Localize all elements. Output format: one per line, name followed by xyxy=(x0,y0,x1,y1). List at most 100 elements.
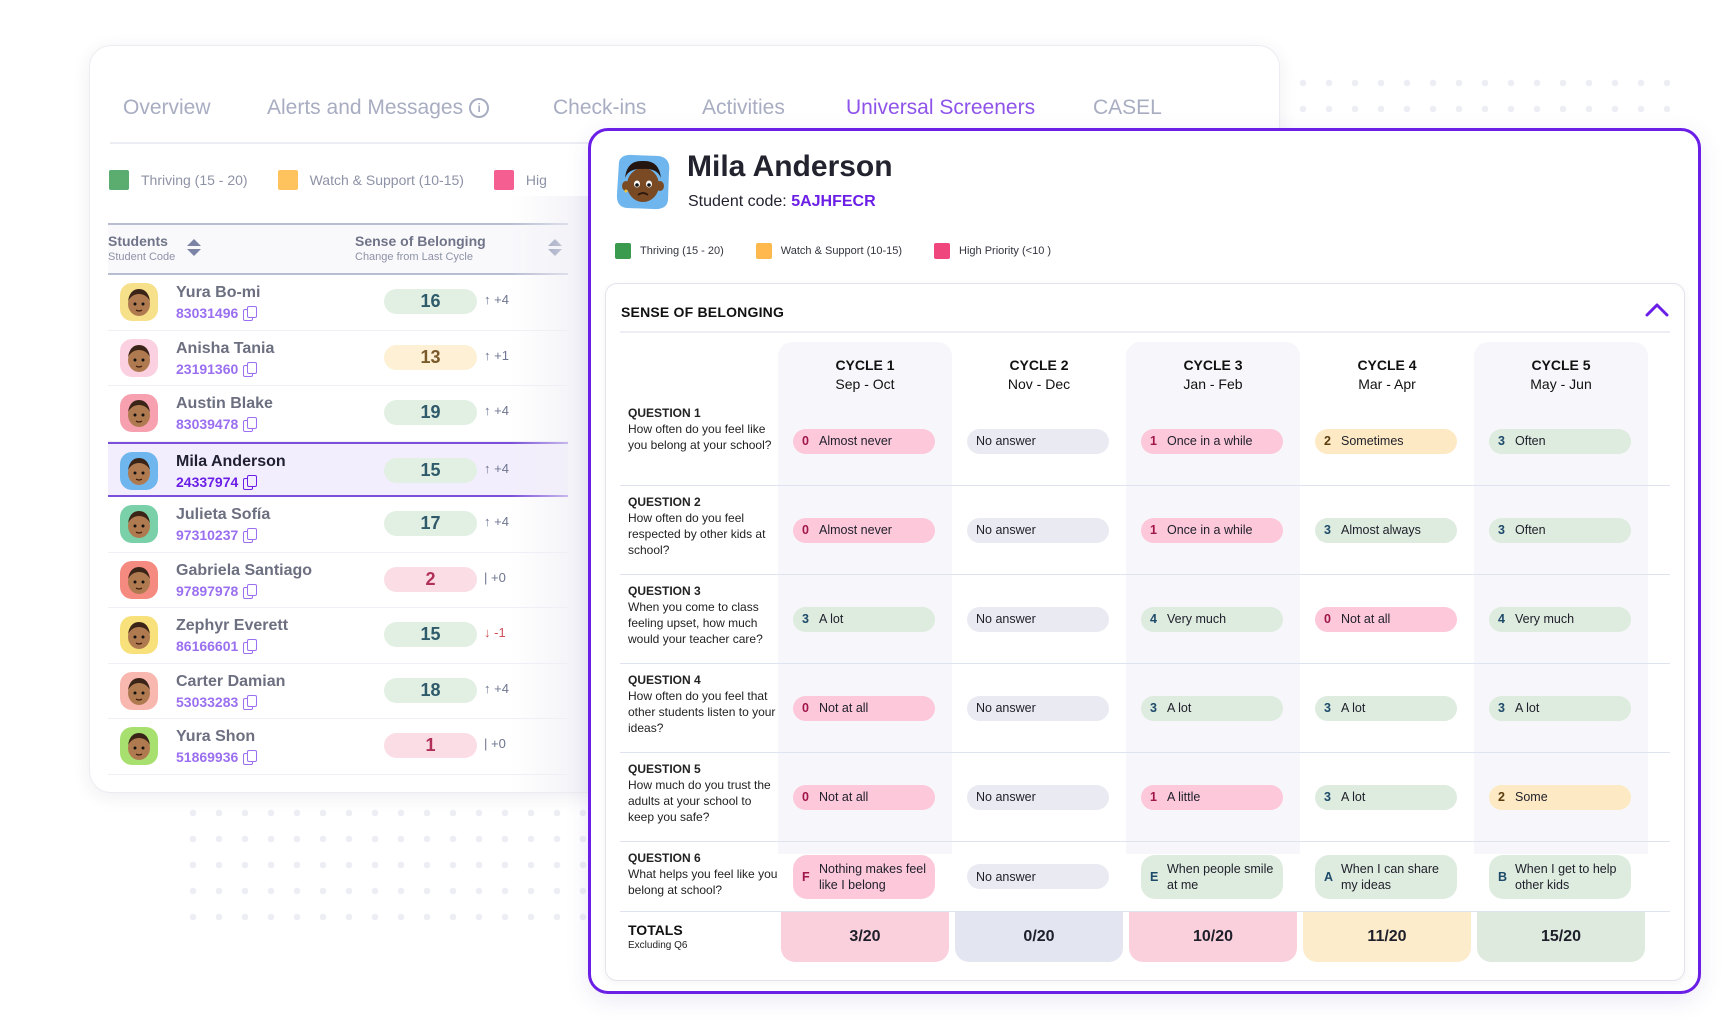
copy-icon[interactable] xyxy=(243,417,258,432)
score-change: ↑ +4 xyxy=(484,514,509,529)
tab-alerts-and-messages[interactable]: Alerts and Messages i xyxy=(267,96,490,120)
cycle-total: 0/20 xyxy=(955,912,1123,962)
cycle-total: 11/20 xyxy=(1303,912,1471,962)
student-name: Zephyr Everett xyxy=(176,617,289,634)
question-number: QUESTION 2 xyxy=(628,495,701,509)
list-header: Students Student Code Sense of Belonging… xyxy=(108,223,568,275)
answer-score: 3 xyxy=(1498,434,1505,448)
question-label: QUESTION 3 When you come to class feeling… xyxy=(628,583,778,647)
decorative-dots xyxy=(1290,70,1670,126)
sort-students-icon[interactable] xyxy=(187,239,201,257)
tab-check-ins[interactable]: Check-ins xyxy=(553,96,647,119)
belonging-score: 1 xyxy=(384,733,477,758)
copy-icon[interactable] xyxy=(243,306,258,321)
copy-icon[interactable] xyxy=(243,361,258,377)
student-row[interactable]: Yura Bo-mi 83031496 16 ↑ +4 xyxy=(108,275,568,331)
sort-belonging-icon[interactable] xyxy=(548,239,562,257)
student-code-row: Student code: 5AJHFECR xyxy=(688,193,876,211)
cycle-header: CYCLE 2 Nov - Dec xyxy=(952,356,1126,394)
copy-icon[interactable] xyxy=(243,528,258,543)
student-row[interactable]: Julieta Sofía 97310237 17 ↑ +4 xyxy=(108,497,568,553)
legend-label: Watch & Support (10-15) xyxy=(780,245,903,257)
cycle-name: CYCLE 3 xyxy=(1183,357,1243,373)
answer-pill: 2 Sometimes xyxy=(1315,428,1457,454)
answer-text: A lot xyxy=(1341,790,1366,804)
thriving-swatch xyxy=(109,170,129,190)
decorative-dots xyxy=(180,800,590,940)
student-code: 83031496 xyxy=(176,305,258,321)
copy-icon[interactable] xyxy=(243,694,258,710)
cycle-range: Mar - Apr xyxy=(1358,376,1416,392)
student-row[interactable]: Yura Shon 51869936 1 | +0 xyxy=(108,719,568,775)
legend-high-priority: High Priority (<10 ) xyxy=(934,243,1051,259)
copy-icon[interactable] xyxy=(243,639,258,654)
high-priority-swatch xyxy=(934,243,951,259)
question-row: QUESTION 3 When you come to class feeling… xyxy=(620,575,1670,664)
student-code-value: 23191360 xyxy=(176,360,239,377)
answer-pill: 0 Not at all xyxy=(793,784,935,810)
tab-universal-screeners[interactable]: Universal Screeners xyxy=(846,96,1036,119)
chevron-up-icon[interactable] xyxy=(1644,298,1670,320)
question-text: How often do you feel respected by other… xyxy=(628,511,766,557)
question-text: How often do you feel like you belong at… xyxy=(628,422,772,452)
answer-pill: 3 A lot xyxy=(1141,695,1283,721)
answer-pill: No answer xyxy=(967,428,1109,454)
copy-icon[interactable] xyxy=(243,474,258,490)
answer-text: A little xyxy=(1167,790,1201,804)
tab-overview[interactable]: Overview xyxy=(123,96,211,119)
question-label: QUESTION 2 How often do you feel respecte… xyxy=(628,494,778,558)
cycle-header: CYCLE 5 May - Jun xyxy=(1474,356,1648,394)
answer-text: When people smile at me xyxy=(1167,862,1274,892)
answer-pill: 3 A lot xyxy=(1315,695,1457,721)
legend-label: Watch & Support (10-15) xyxy=(309,172,464,188)
answer-text: Almost never xyxy=(819,523,892,537)
cycle-total: 3/20 xyxy=(781,912,949,962)
answer-text: Some xyxy=(1515,790,1548,804)
student-code: 53033283 xyxy=(176,694,258,710)
answer-pill: No answer xyxy=(967,517,1109,543)
student-row[interactable]: Gabriela Santiago 97897978 2 | +0 xyxy=(108,553,568,608)
answer-score: 1 xyxy=(1150,790,1157,804)
sense-of-belonging-section: SENSE OF BELONGING CYCLE 1 Sep - Oct CYCLE… xyxy=(605,283,1685,981)
student-row[interactable]: Mila Anderson 24337974 15 ↑ +4 xyxy=(108,441,568,497)
belonging-score: 17 xyxy=(384,511,477,536)
cycle-name: CYCLE 4 xyxy=(1357,357,1417,373)
answer-text: Nothing makes feel like I belong xyxy=(819,862,927,892)
student-row[interactable]: Austin Blake 83039478 19 ↑ +4 xyxy=(108,386,568,442)
student-row[interactable]: Zephyr Everett 86166601 15 ↓ -1 xyxy=(108,608,568,664)
answer-pill: No answer xyxy=(967,784,1109,810)
student-code: 86166601 xyxy=(176,638,258,654)
score-change: ↑ +4 xyxy=(484,403,509,418)
student-code: 24337974 xyxy=(176,474,258,490)
info-icon[interactable]: i xyxy=(469,98,490,118)
answer-text: A lot xyxy=(1167,701,1192,715)
answer-text: Sometimes xyxy=(1341,434,1404,448)
answer-score: B xyxy=(1498,870,1508,884)
answer-score: 3 xyxy=(1324,523,1331,537)
legend: Thriving (15 - 20) Watch & Support (10-1… xyxy=(109,170,547,190)
cycle-range: May - Jun xyxy=(1530,376,1592,392)
copy-icon[interactable] xyxy=(243,583,258,599)
belonging-column-title: Sense of Belonging xyxy=(355,233,486,249)
answer-score: 0 xyxy=(802,790,809,804)
tab-casel[interactable]: CASEL xyxy=(1093,96,1162,119)
answer-text: No answer xyxy=(976,869,1036,884)
answer-pill: 3 Almost always xyxy=(1315,517,1457,543)
tab-activities[interactable]: Activities xyxy=(702,96,785,119)
cycle-name: CYCLE 5 xyxy=(1531,357,1591,373)
answer-pill: 0 Not at all xyxy=(793,695,935,721)
question-number: QUESTION 6 xyxy=(628,851,701,865)
copy-icon[interactable] xyxy=(243,750,258,765)
student-avatar xyxy=(120,616,158,654)
question-number: QUESTION 4 xyxy=(628,673,701,687)
student-avatar xyxy=(120,394,158,432)
student-row[interactable]: Carter Damian 53033283 18 ↑ +4 xyxy=(108,664,568,719)
student-row[interactable]: Anisha Tania 23191360 13 ↑ +1 xyxy=(108,331,568,386)
legend-thriving: Thriving (15 - 20) xyxy=(615,243,724,259)
answer-pill: 3 Often xyxy=(1489,428,1631,454)
panel-legend: Thriving (15 - 20) Watch & Support (10-1… xyxy=(615,243,1051,259)
students-column-title: Students xyxy=(108,233,168,249)
answer-score: 0 xyxy=(802,523,809,537)
answer-score: 0 xyxy=(802,701,809,715)
watch-swatch xyxy=(277,170,298,190)
